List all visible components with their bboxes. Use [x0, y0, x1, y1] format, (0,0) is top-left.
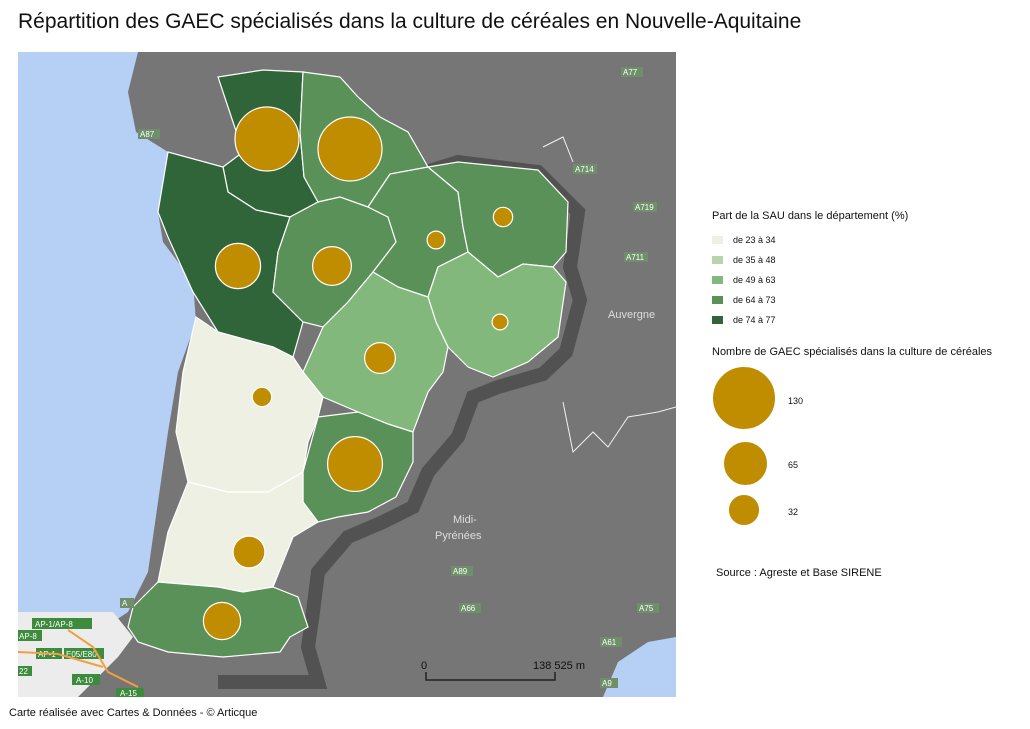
legend-sau: Part de la SAU dans le département (%) d… — [712, 210, 908, 330]
road-shield-e05-e80: E05/E80 — [66, 650, 97, 659]
road-shield-a87: A87 — [140, 130, 155, 139]
legend-class-row: de 74 à 77 — [712, 310, 908, 330]
source-note: Source : Agreste et Base SIRENE — [716, 567, 882, 579]
legend-swatch — [712, 276, 723, 284]
road-shield-ap1-ap8: AP-1/AP-8 — [35, 620, 73, 629]
legend-sau-title: Part de la SAU dans le département (%) — [712, 210, 909, 222]
road-shield-a77: A77 — [623, 68, 638, 77]
bubble-charente — [312, 246, 353, 287]
mediterranean-sea — [603, 637, 676, 697]
road-shield-a711: A711 — [626, 253, 645, 262]
legend-swatch — [712, 236, 723, 244]
region-label-pyrenees: Pyrénées — [435, 530, 482, 542]
road-shield-a719: A719 — [635, 203, 654, 212]
legend-gaec-title: Nombre de GAEC spécialisés dans la cultu… — [712, 346, 993, 358]
dept-gironde — [175, 316, 324, 493]
legend-class-row: de 35 à 48 — [712, 250, 908, 270]
road-shield-a89: A89 — [453, 567, 468, 576]
bubble-haute-vienne — [426, 230, 446, 250]
legend-class-label: de 49 à 63 — [733, 275, 776, 285]
road-shield-ap8: AP-8 — [19, 632, 37, 641]
region-label-auvergne: Auvergne — [608, 309, 655, 321]
legend-swatch — [712, 256, 723, 264]
scale-end-label: 138 525 m — [533, 660, 585, 672]
road-shield-a15: A-15 — [120, 689, 137, 697]
bubble-correze — [491, 313, 509, 331]
legend-class-row: de 64 à 73 — [712, 290, 908, 310]
scale-bar: 0 138 525 m — [421, 660, 585, 681]
legend-bubble-65 — [723, 441, 769, 487]
legend-bubble-130 — [712, 366, 776, 430]
legend-bubble-label-130: 130 — [788, 396, 804, 406]
legend-class-label: de 64 à 73 — [733, 295, 776, 305]
map-title: Répartition des GAEC spécialisés dans la… — [18, 10, 802, 33]
road-shield-a61: A61 — [602, 638, 617, 647]
legend-class-label: de 35 à 48 — [733, 255, 776, 265]
legend-gaec: Nombre de GAEC spécialisés dans la cultu… — [712, 346, 1022, 536]
legend-bubble-label-32: 32 — [788, 507, 799, 517]
road-shield-a714: A714 — [575, 165, 594, 174]
bubble-dordogne — [364, 342, 397, 375]
bubble-creuse — [492, 206, 514, 228]
bubble-gironde — [251, 386, 273, 408]
legend-bubble-label-65: 65 — [788, 460, 799, 470]
region-label-midi: Midi- — [453, 514, 477, 526]
credits-footer: Carte réalisée avec Cartes & Données - ©… — [9, 707, 258, 719]
road-shield-a: A — [122, 599, 128, 608]
legend-class-row: de 23 à 34 — [712, 230, 908, 250]
bubble-vienne — [317, 116, 383, 182]
road-shield-a9: A9 — [602, 679, 612, 688]
road-shield-a66: A66 — [461, 604, 476, 613]
legend-class-label: de 74 à 77 — [733, 315, 776, 325]
bubble-charente-maritime — [214, 242, 262, 290]
legend-swatch — [712, 296, 723, 304]
atlantic-ocean — [18, 52, 196, 632]
bubble-deux-sevres — [234, 106, 300, 172]
road-shield-a75: A75 — [639, 604, 654, 613]
bubble-landes — [232, 535, 266, 569]
legend-bubble-32 — [728, 494, 760, 526]
legend-class-label: de 23 à 34 — [733, 235, 776, 245]
scale-start-label: 0 — [421, 660, 427, 672]
legend-class-row: de 49 à 63 — [712, 270, 908, 290]
road-shield-a10: A-10 — [76, 676, 93, 685]
road-shield-22: 22 — [19, 667, 28, 676]
road-shield-ap1: AP-1 — [38, 650, 56, 659]
bubble-pyrenees-atlantiques — [202, 601, 242, 641]
bubble-lot-et-garonne — [327, 436, 384, 493]
map-canvas[interactable]: Auvergne Midi- Pyrénées A87 A77 A714 A71… — [18, 52, 676, 697]
legend-swatch — [712, 316, 723, 324]
